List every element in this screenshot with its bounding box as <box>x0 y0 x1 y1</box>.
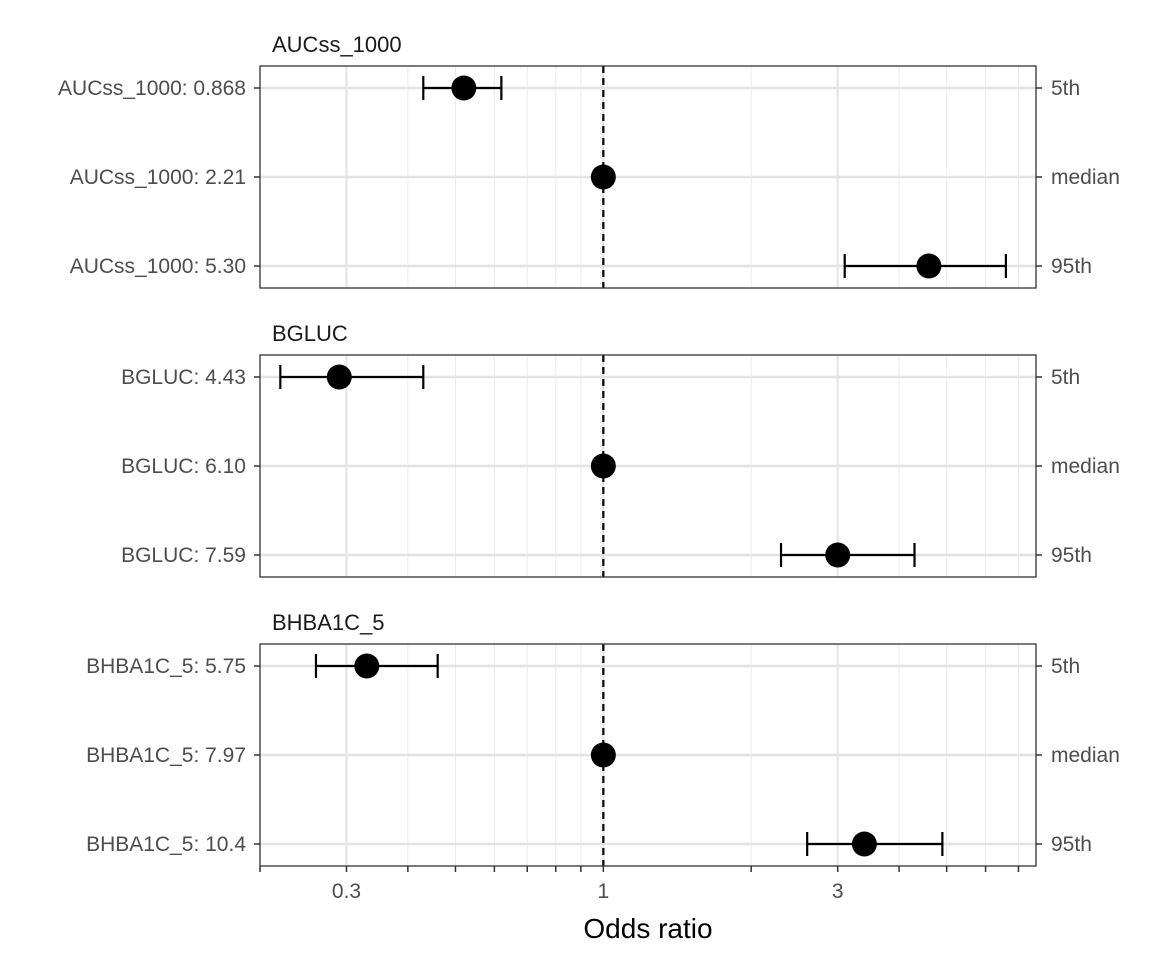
x-tick-label: 0.3 <box>332 880 361 903</box>
row-label: BHBA1C_5: 7.97 <box>86 744 246 767</box>
data-point <box>916 253 942 279</box>
quantile-label: 5th <box>1051 366 1080 389</box>
row-label: AUCss_1000: 5.30 <box>70 255 246 278</box>
row-label: AUCss_1000: 2.21 <box>70 166 246 189</box>
quantile-label: median <box>1051 166 1120 189</box>
quantile-label: 5th <box>1051 655 1080 678</box>
quantile-label: 95th <box>1051 255 1092 278</box>
row-label: BHBA1C_5: 5.75 <box>86 655 246 678</box>
panel-border <box>259 65 1037 289</box>
x-tick-label: 3 <box>832 880 844 903</box>
data-point <box>354 653 380 679</box>
row-label: BHBA1C_5: 10.4 <box>86 833 246 856</box>
quantile-label: median <box>1051 455 1120 478</box>
panel-border <box>259 354 1037 578</box>
x-tick-label: 1 <box>597 880 609 903</box>
data-point <box>590 164 616 190</box>
row-label: BGLUC: 7.59 <box>121 544 246 567</box>
row-label: AUCss_1000: 0.868 <box>58 77 246 100</box>
data-point <box>851 831 877 857</box>
row-label: BGLUC: 6.10 <box>121 455 246 478</box>
data-point <box>451 75 477 101</box>
quantile-label: 5th <box>1051 77 1080 100</box>
quantile-label: 95th <box>1051 833 1092 856</box>
data-point <box>590 742 616 768</box>
panel-border <box>259 643 1037 867</box>
strip-label: AUCss_1000 <box>272 32 402 57</box>
data-point <box>326 364 352 390</box>
data-point <box>590 453 616 479</box>
strip-label: BHBA1C_5 <box>272 610 385 635</box>
row-label: BGLUC: 4.43 <box>121 366 246 389</box>
quantile-label: median <box>1051 744 1120 767</box>
data-point <box>825 542 851 568</box>
quantile-label: 95th <box>1051 544 1092 567</box>
strip-label: BGLUC <box>272 321 348 346</box>
x-axis-title: Odds ratio <box>583 913 712 944</box>
